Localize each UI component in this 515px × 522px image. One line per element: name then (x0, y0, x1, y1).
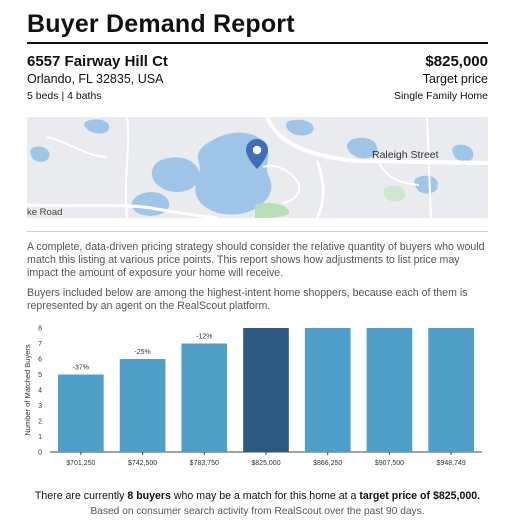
y-tick-label: 3 (38, 403, 42, 410)
chart-bar (119, 359, 166, 452)
summary-text-mid: who may be a match for this home at a (170, 490, 360, 502)
y-tick-label: 2 (38, 419, 42, 426)
chart-bar (181, 343, 228, 452)
section-divider (27, 231, 488, 232)
x-tick-label: $825,000 (251, 460, 280, 467)
summary-line: There are currently 8 buyers who may be … (0, 490, 515, 502)
x-tick-label: $783,750 (190, 460, 219, 467)
chart-bar (58, 374, 104, 452)
y-tick-label: 6 (38, 357, 42, 364)
property-city: Orlando, FL 32835, USA (27, 72, 164, 86)
property-details: 5 beds | 4 baths (27, 90, 102, 102)
x-tick-label: $701,250 (66, 460, 95, 467)
location-pin-icon[interactable] (246, 139, 268, 169)
y-tick-label: 1 (38, 434, 42, 441)
summary-text-pre: There are currently (34, 490, 128, 502)
chart-bar (366, 328, 413, 452)
target-price: $825,000 (425, 53, 488, 70)
bar-data-label: -37% (73, 365, 89, 372)
target-price-label: Target price (422, 72, 488, 86)
map-street-label: Raleigh Street (372, 149, 439, 161)
report-title: Buyer Demand Report (27, 10, 295, 38)
chart-bar (428, 328, 474, 452)
summary-target: target price of $825,000. (359, 490, 481, 502)
buyers-paragraph: Buyers included below are among the high… (27, 287, 468, 312)
map-graphic (27, 117, 488, 218)
title-divider (27, 42, 488, 44)
map-road-label: ke Road (27, 207, 63, 218)
intro-paragraph: A complete, data-driven pricing strategy… (27, 241, 485, 279)
buyer-demand-chart: Number of Matched Buyers 0 1 2 3 4 5 6 7 8 $701,25… (20, 318, 490, 478)
y-axis-label: Number of Matched Buyers (23, 344, 32, 436)
x-tick-label: $948,749 (437, 460, 466, 467)
source-note: Based on consumer search activity from R… (90, 506, 425, 517)
property-map[interactable]: Raleigh Street ke Road (27, 117, 488, 218)
y-tick-label: 4 (38, 388, 42, 395)
chart-bar (304, 328, 351, 452)
y-tick-label: 0 (38, 450, 42, 457)
property-address: 6557 Fairway Hill Ct (27, 53, 168, 70)
y-tick-label: 7 (38, 341, 42, 348)
y-tick-label: 5 (38, 372, 42, 379)
property-type: Single Family Home (394, 90, 488, 102)
chart-bar (243, 328, 289, 452)
bar-data-label: -25% (134, 349, 150, 356)
bar-data-label: -12% (196, 334, 212, 341)
summary-buyers: 8 buyers (127, 490, 171, 502)
y-tick-label: 8 (38, 326, 42, 333)
chart-svg: Number of Matched Buyers 0 1 2 3 4 5 6 7 8 $701,25… (23, 326, 482, 467)
x-tick-label: $907,500 (375, 460, 404, 467)
x-tick-label: $866,250 (313, 460, 342, 467)
x-tick-label: $742,500 (128, 460, 157, 467)
